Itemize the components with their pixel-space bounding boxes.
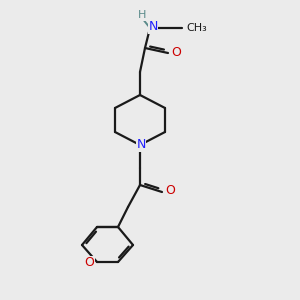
Text: N: N xyxy=(148,20,158,34)
Text: O: O xyxy=(171,46,181,59)
Text: CH₃: CH₃ xyxy=(186,23,207,33)
Text: H: H xyxy=(138,10,146,20)
Text: O: O xyxy=(165,184,175,197)
Text: O: O xyxy=(84,256,94,269)
Text: N: N xyxy=(136,139,146,152)
